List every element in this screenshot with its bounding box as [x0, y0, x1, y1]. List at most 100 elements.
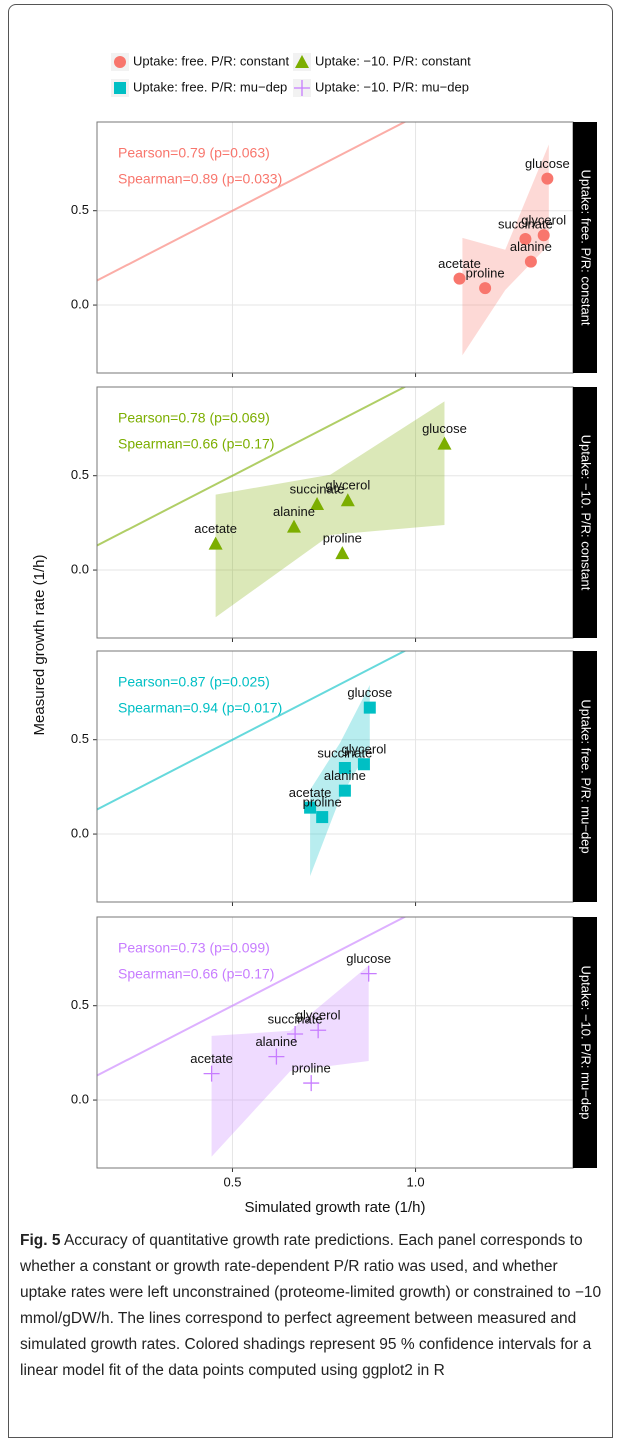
identity-line	[97, 122, 407, 282]
point	[203, 1065, 220, 1082]
y-tick-label: 0.0	[71, 1091, 89, 1106]
strip-label: Uptake: free. P/R: constant	[579, 169, 594, 325]
strip	[573, 917, 597, 1168]
chart: Simulated growth rate (1/h) Measured gro…	[31, 53, 597, 1216]
y-axis-title: Measured growth rate (1/h)	[31, 555, 48, 736]
annotation: Spearman=0.66 (p=0.17)	[118, 966, 274, 982]
panel-bg	[97, 917, 573, 1168]
annotation: Pearson=0.79 (p=0.063)	[118, 145, 270, 161]
plot-area	[97, 651, 573, 902]
figure-frame	[8, 4, 613, 1438]
point	[437, 436, 452, 450]
panel-bg	[97, 651, 573, 902]
point	[363, 701, 376, 714]
point-label: glucose	[346, 951, 391, 966]
point-label: acetate	[438, 256, 481, 271]
point	[338, 784, 351, 797]
point	[335, 546, 350, 560]
point-label: succinate	[290, 481, 345, 496]
point	[310, 497, 325, 511]
point	[360, 965, 377, 982]
x-tick-label: 0.5	[223, 1174, 241, 1189]
point	[340, 493, 355, 507]
legend-label: Uptake: −10. P/R: mu−dep	[315, 79, 469, 94]
strip	[573, 387, 597, 638]
point	[537, 229, 550, 242]
point-label: succinate	[268, 1011, 323, 1026]
point-label: proline	[303, 795, 342, 810]
point-label: alanine	[273, 504, 315, 519]
strip-label: Uptake: −10. P/R: constant	[579, 435, 594, 591]
point-label: glucose	[422, 421, 467, 436]
point	[541, 172, 554, 185]
point	[357, 758, 370, 771]
caption-label: Fig. 5	[20, 1232, 61, 1249]
point-label: glycerol	[325, 478, 370, 493]
point-label: proline	[292, 1061, 331, 1076]
point-label: alanine	[324, 768, 366, 783]
point-label: succinate	[498, 216, 553, 231]
point-label: glucose	[347, 685, 392, 700]
strip-label: Uptake: −10. P/R: mu−dep	[579, 966, 594, 1120]
point	[453, 272, 466, 285]
plot-area	[97, 122, 573, 373]
plot-area	[97, 387, 573, 638]
panel: 0.0 0.5 Pearson=0.87 (p=0.025) Spearman=0.9…	[71, 650, 597, 906]
panel: 0.0 0.5 Pearson=0.78 (p=0.069) Spearman=0.6…	[71, 386, 597, 642]
y-tick-label: 0.5	[71, 731, 89, 746]
confidence-band	[462, 144, 549, 356]
strip-label: Uptake: free. P/R: mu−dep	[579, 699, 594, 853]
point-label: glycerol	[342, 742, 387, 757]
point	[304, 801, 317, 814]
caption-text: Accuracy of quantitative growth rate pre…	[20, 1232, 602, 1379]
point-label: acetate	[194, 521, 237, 536]
x-tick-label: 1.0	[407, 1174, 425, 1189]
legend-marker	[294, 80, 310, 96]
point-label: glucose	[525, 156, 570, 171]
point	[286, 519, 301, 533]
x-axis-title: Simulated growth rate (1/h)	[245, 1199, 426, 1216]
point	[524, 255, 537, 268]
strip	[573, 122, 597, 373]
point	[268, 1048, 285, 1065]
annotation: Pearson=0.87 (p=0.025)	[118, 674, 270, 690]
y-tick-label: 0.0	[71, 561, 89, 576]
point-label: succinate	[317, 745, 372, 760]
point-label: proline	[323, 531, 362, 546]
point	[519, 233, 532, 246]
identity-line	[97, 651, 407, 811]
point	[316, 811, 329, 824]
point-label: alanine	[510, 239, 552, 254]
point-label: acetate	[289, 785, 332, 800]
point-label: acetate	[190, 1051, 233, 1066]
point-label: proline	[466, 266, 505, 281]
annotation: Pearson=0.73 (p=0.099)	[118, 940, 270, 956]
identity-line	[97, 387, 407, 547]
y-tick-label: 0.5	[71, 997, 89, 1012]
point	[479, 282, 492, 295]
caption: Fig. 5 Accuracy of quantitative growth r…	[20, 1228, 605, 1384]
y-tick-label: 0.5	[71, 467, 89, 482]
legend-marker	[114, 82, 126, 94]
confidence-band	[215, 401, 445, 618]
point	[303, 1075, 320, 1092]
point	[287, 1026, 304, 1043]
y-tick-label: 0.0	[71, 825, 89, 840]
plot-area	[97, 917, 573, 1168]
panel-bg	[97, 122, 573, 373]
point-label: alanine	[255, 1034, 297, 1049]
legend-marker	[295, 55, 309, 68]
confidence-band	[211, 965, 369, 1157]
legend-label: Uptake: free. P/R: mu−dep	[133, 79, 287, 94]
confidence-band	[310, 684, 370, 877]
legend-marker	[114, 56, 126, 68]
annotation: Spearman=0.66 (p=0.17)	[118, 436, 274, 452]
legend-label: Uptake: −10. P/R: constant	[315, 53, 471, 68]
annotation: Spearman=0.94 (p=0.017)	[118, 700, 282, 716]
point	[338, 762, 351, 775]
panel: 0.5 1.0 0.0 0.5 Pearson=0.73 (p=0.099) Spearm…	[71, 916, 597, 1189]
point	[310, 1022, 327, 1039]
y-tick-label: 0.0	[71, 296, 89, 311]
annotation: Pearson=0.78 (p=0.069)	[118, 410, 270, 426]
